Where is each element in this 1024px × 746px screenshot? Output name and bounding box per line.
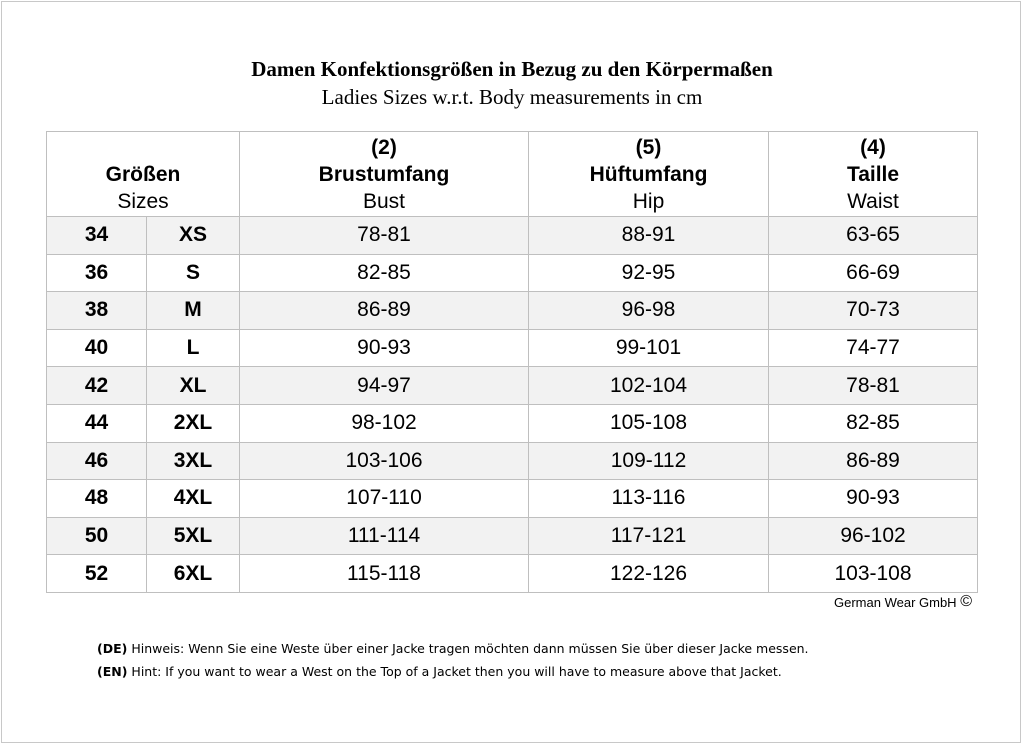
header-sizes: Größen Sizes bbox=[45, 131, 241, 217]
header-bust-de: Brustumfang bbox=[318, 163, 450, 186]
size-eu-cell: 34 bbox=[46, 216, 147, 255]
size-eu-cell: 38 bbox=[46, 291, 147, 330]
hip-cell: 99-101 bbox=[528, 328, 770, 368]
size-eu-cell: 44 bbox=[46, 403, 147, 443]
size-table: Größen Sizes (2) Brustumfang Bust (5) Hü… bbox=[45, 131, 979, 593]
bust-cell: 98-102 bbox=[239, 403, 530, 443]
bust-cell: 90-93 bbox=[239, 328, 530, 368]
bust-cell: 82-85 bbox=[239, 253, 530, 293]
waist-cell: 70-73 bbox=[768, 291, 979, 330]
waist-cell: 66-69 bbox=[768, 253, 979, 293]
bust-cell: 111-114 bbox=[239, 516, 530, 556]
size-label-cell: XS bbox=[145, 216, 241, 255]
title-english: Ladies Sizes w.r.t. Body measurements in… bbox=[321, 85, 703, 109]
size-eu-cell: 50 bbox=[46, 516, 147, 556]
hip-cell: 113-116 bbox=[528, 479, 770, 518]
copyright-company: German Wear GmbH bbox=[834, 595, 957, 610]
title-german: Damen Konfektionsgrößen in Bezug zu den … bbox=[251, 57, 773, 81]
bust-cell: 115-118 bbox=[239, 554, 530, 593]
size-label-cell: 4XL bbox=[145, 479, 241, 518]
size-label-cell: S bbox=[145, 253, 241, 293]
waist-cell: 90-93 bbox=[768, 479, 979, 518]
hint-german-tag: (DE) bbox=[97, 641, 128, 656]
header-sizes-en: Sizes bbox=[117, 190, 169, 213]
waist-cell: 82-85 bbox=[768, 403, 979, 443]
table-row: 38 M 86-89 96-98 70-73 bbox=[46, 291, 979, 330]
table-row: 36 S 82-85 92-95 66-69 bbox=[46, 253, 979, 293]
hint-english-tag: (EN) bbox=[97, 664, 128, 679]
size-eu-cell: 42 bbox=[46, 366, 147, 405]
copyright-icon: © bbox=[960, 593, 972, 610]
header-waist: (4) Taille Waist bbox=[768, 131, 979, 217]
header-bust-en: Bust bbox=[363, 190, 406, 213]
hip-cell: 109-112 bbox=[528, 441, 770, 481]
bust-cell: 86-89 bbox=[239, 291, 530, 330]
size-label-cell: 3XL bbox=[145, 441, 241, 481]
table-row: 34 XS 78-81 88-91 63-65 bbox=[46, 216, 979, 255]
header-waist-de: Taille bbox=[846, 163, 900, 186]
hip-cell: 122-126 bbox=[528, 554, 770, 593]
hip-cell: 105-108 bbox=[528, 403, 770, 443]
table-row: 52 6XL 115-118 122-126 103-108 bbox=[46, 554, 979, 593]
size-eu-cell: 48 bbox=[46, 479, 147, 518]
header-hip-en: Hip bbox=[632, 190, 665, 213]
waist-cell: 86-89 bbox=[768, 441, 979, 481]
bust-cell: 78-81 bbox=[239, 216, 530, 255]
bust-cell: 107-110 bbox=[239, 479, 530, 518]
header-sizes-de: Größen bbox=[105, 163, 181, 186]
waist-cell: 74-77 bbox=[768, 328, 979, 368]
hint-english: (EN) Hint: If you want to wear a West on… bbox=[97, 664, 782, 679]
hip-cell: 96-98 bbox=[528, 291, 770, 330]
size-eu-cell: 46 bbox=[46, 441, 147, 481]
table-row: 44 2XL 98-102 105-108 82-85 bbox=[46, 403, 979, 443]
hip-cell: 102-104 bbox=[528, 366, 770, 405]
size-label-cell: L bbox=[145, 328, 241, 368]
hip-cell: 92-95 bbox=[528, 253, 770, 293]
size-label-cell: XL bbox=[145, 366, 241, 405]
table-row: 40 L 90-93 99-101 74-77 bbox=[46, 328, 979, 368]
size-label-cell: 2XL bbox=[145, 403, 241, 443]
table-row: 42 XL 94-97 102-104 78-81 bbox=[46, 366, 979, 405]
size-label-cell: M bbox=[145, 291, 241, 330]
size-eu-cell: 36 bbox=[46, 253, 147, 293]
header-bust: (2) Brustumfang Bust bbox=[239, 131, 530, 217]
waist-cell: 78-81 bbox=[768, 366, 979, 405]
hint-german-text: Hinweis: Wenn Sie eine Weste über einer … bbox=[131, 641, 809, 656]
hip-cell: 117-121 bbox=[528, 516, 770, 556]
size-label-cell: 6XL bbox=[145, 554, 241, 593]
hint-german: (DE) Hinweis: Wenn Sie eine Weste über e… bbox=[97, 641, 809, 656]
bust-cell: 103-106 bbox=[239, 441, 530, 481]
table-row: 50 5XL 111-114 117-121 96-102 bbox=[46, 516, 979, 556]
header-waist-en: Waist bbox=[847, 190, 899, 213]
table-row: 48 4XL 107-110 113-116 90-93 bbox=[46, 479, 979, 518]
header-waist-number: (4) bbox=[860, 136, 886, 159]
table-header-row: Größen Sizes (2) Brustumfang Bust (5) Hü… bbox=[45, 131, 979, 217]
header-bust-number: (2) bbox=[371, 136, 397, 159]
table-row: 46 3XL 103-106 109-112 86-89 bbox=[46, 441, 979, 481]
waist-cell: 96-102 bbox=[768, 516, 979, 556]
hip-cell: 88-91 bbox=[528, 216, 770, 255]
size-eu-cell: 52 bbox=[46, 554, 147, 593]
size-label-cell: 5XL bbox=[145, 516, 241, 556]
bust-cell: 94-97 bbox=[239, 366, 530, 405]
waist-cell: 103-108 bbox=[768, 554, 979, 593]
hint-english-text: Hint: If you want to wear a West on the … bbox=[131, 664, 782, 679]
waist-cell: 63-65 bbox=[768, 216, 979, 255]
header-hip: (5) Hüftumfang Hip bbox=[528, 131, 770, 217]
copyright-notice: German Wear GmbH © bbox=[834, 593, 972, 611]
header-hip-number: (5) bbox=[635, 136, 662, 159]
header-hip-de: Hüftumfang bbox=[589, 163, 708, 186]
size-eu-cell: 40 bbox=[46, 328, 147, 368]
